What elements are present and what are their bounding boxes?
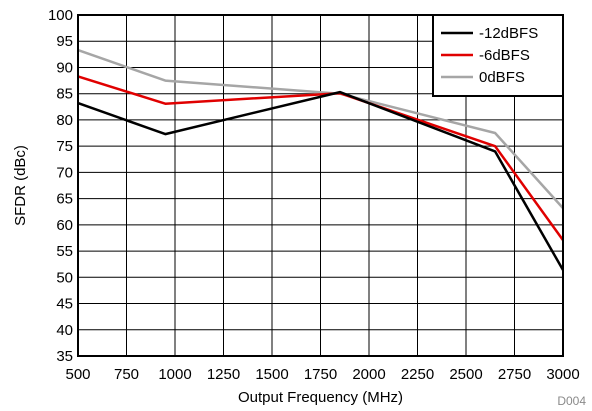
y-tick-label: 35 [56,348,73,365]
x-tick-label: 3000 [546,366,579,383]
x-tick-label: 1000 [158,366,191,383]
legend: -12dBFS -6dBFS 0dBFS [432,14,564,97]
y-tick-label: 85 [56,86,73,103]
y-tick-label: 100 [48,7,73,24]
x-tick-label: 500 [65,366,90,383]
x-tick-label: 2750 [498,366,531,383]
x-tick-label: 1500 [255,366,288,383]
y-tick-label: 65 [56,191,73,208]
figure-code: D004 [557,394,586,408]
y-tick-label: 70 [56,164,73,181]
y-tick-label: 75 [56,138,73,155]
y-tick-label: 80 [56,112,73,129]
y-tick-label: 90 [56,59,73,76]
x-tick-label: 1750 [304,366,337,383]
legend-label: -12dBFS [479,25,538,42]
x-tick-labels: 500 750 1000 1250 1500 1750 2000 2250 2500 2750 30… [65,366,579,383]
x-tick-label: 750 [114,366,139,383]
series-lines [77,48,565,271]
y-tick-label: 45 [56,296,73,313]
y-axis-title: SFDR (dBc) [12,145,29,226]
y-tick-label: 50 [56,269,73,286]
x-tick-label: 2500 [449,366,482,383]
y-tick-label: 40 [56,322,73,339]
y-tick-label: 60 [56,217,73,234]
x-axis-title: Output Frequency (MHz) [238,389,403,406]
plot-frame [77,14,564,357]
x-tick-label: 2000 [352,366,385,383]
x-tick-label: 1250 [207,366,240,383]
y-tick-label: 55 [56,243,73,260]
legend-label: -6dBFS [479,47,530,64]
y-tick-labels: 35 40 45 50 55 60 65 70 75 80 85 90 95 100 [48,7,73,365]
series-line--12dbfs [77,90,565,271]
y-tick-label: 95 [56,33,73,50]
legend-label: 0dBFS [479,69,525,86]
x-tick-label: 2250 [401,366,434,383]
